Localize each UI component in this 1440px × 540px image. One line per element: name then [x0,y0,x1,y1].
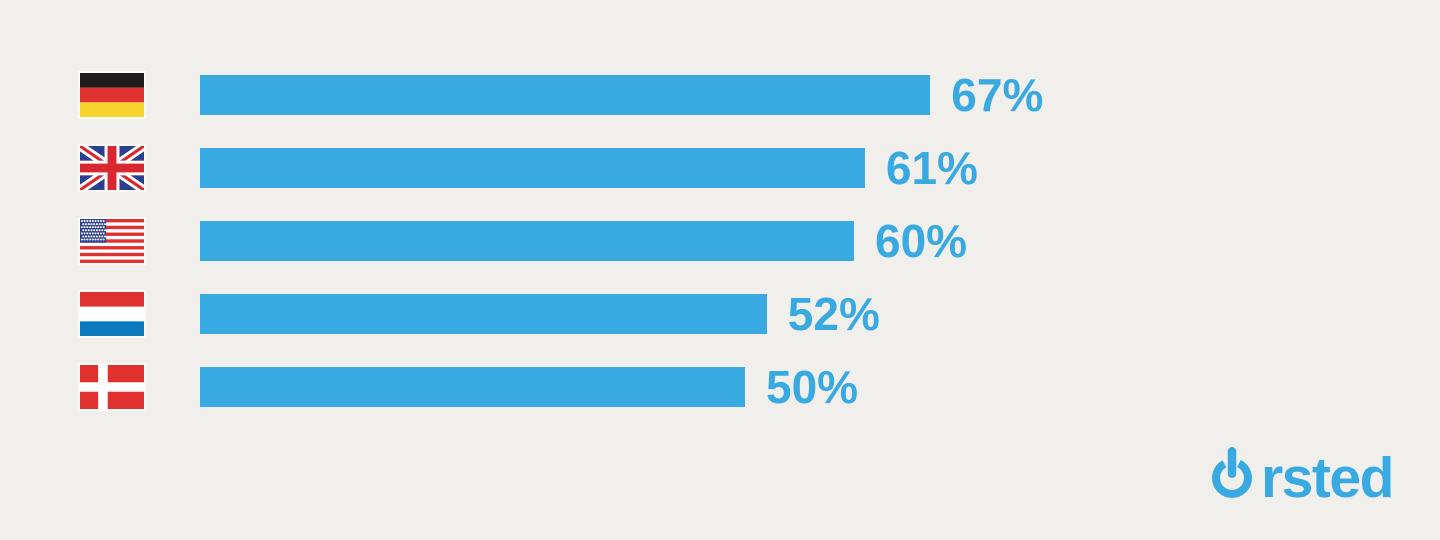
chart-row-germany: 67% [80,69,1044,121]
flag-netherlands-icon [80,292,144,336]
value-label-germany: 67% [951,69,1044,121]
bar-germany [200,75,931,115]
value-label-denmark: 50% [766,361,859,413]
bar-denmark [200,367,745,407]
flag-usa-icon [80,219,144,263]
bar-chart: 67% 61% 60% 52% 50% [80,69,1044,438]
bar-united-kingdom [200,148,865,188]
flag-uk-icon [80,146,144,190]
value-label-united-kingdom: 61% [885,142,978,194]
power-button-o-icon [1212,447,1252,498]
bar-netherlands [200,294,767,334]
orsted-logo: rsted [1207,444,1394,510]
chart-row-united-states: 60% [80,215,1043,267]
orsted-wordmark: rsted [1212,446,1394,510]
orsted-logo-text: rsted [1261,446,1393,500]
value-label-netherlands: 52% [787,288,880,340]
flag-denmark-icon [80,365,144,409]
chart-row-denmark: 50% [80,361,1043,413]
flag-germany-icon [80,73,144,117]
value-label-united-states: 60% [875,215,968,267]
chart-row-netherlands: 52% [80,288,1043,340]
bar-united-states [200,221,854,261]
chart-row-united-kingdom: 61% [80,142,1043,194]
